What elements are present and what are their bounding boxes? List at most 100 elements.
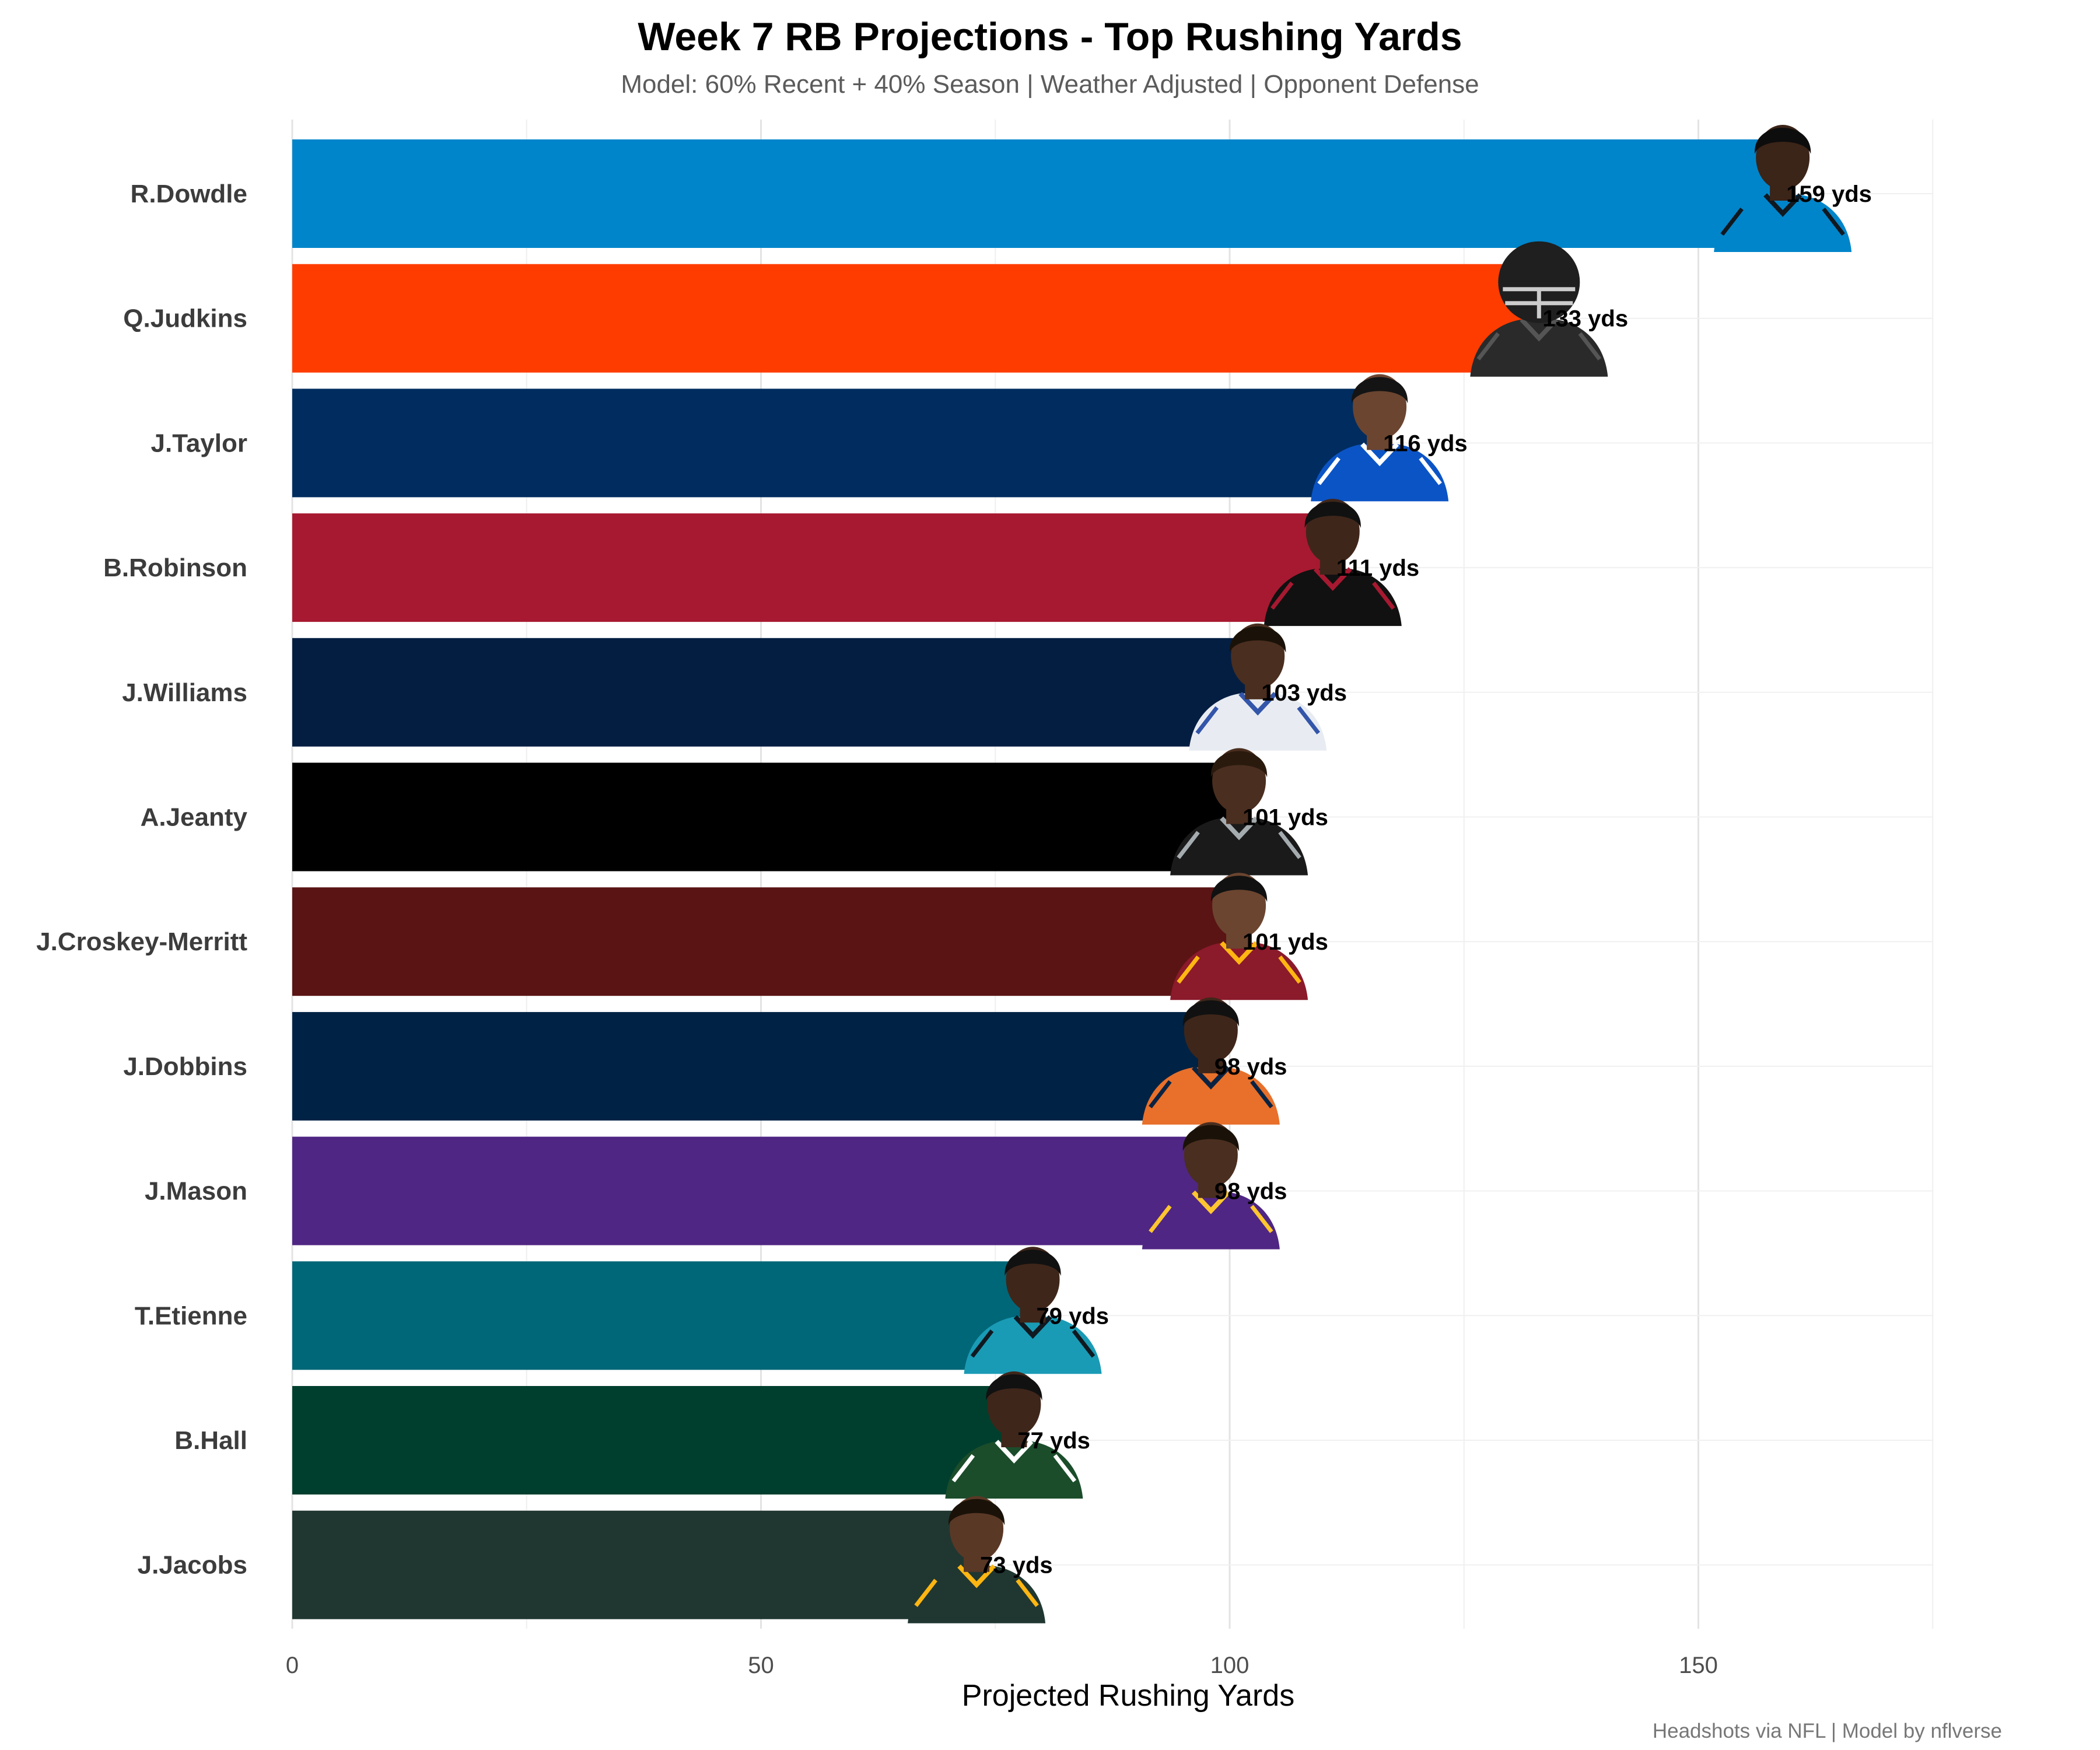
jersey-trim xyxy=(1177,956,1200,984)
value-label: 98 yds xyxy=(1214,1054,1287,1080)
x-tick-label: 50 xyxy=(748,1653,774,1678)
jersey-collar xyxy=(1238,692,1278,716)
value-labels: 159 yds 133 yds 116 yds 111 yds 103 yds 101 y… xyxy=(980,181,1872,1578)
jersey-trim xyxy=(1250,1080,1273,1109)
category-label: J.Mason xyxy=(145,1177,247,1206)
bar-a-jeanty xyxy=(292,762,1240,872)
bar-t-etienne xyxy=(292,1261,1033,1370)
jersey-collar xyxy=(1013,1315,1052,1339)
category-label: A.Jeanty xyxy=(141,803,248,832)
hair-shape xyxy=(1005,1250,1061,1276)
category-label: J.Williams xyxy=(122,678,247,707)
jersey-trim xyxy=(1372,581,1395,610)
value-label: 101 yds xyxy=(1242,805,1328,831)
player-headshot-icon xyxy=(1264,499,1402,626)
jersey-trim xyxy=(1720,207,1744,236)
chart-title: Week 7 RB Projections - Top Rushing Yard… xyxy=(638,15,1462,59)
jersey-collar xyxy=(1360,442,1399,467)
bar-j-taylor xyxy=(292,388,1380,498)
hair-shape xyxy=(1182,1125,1239,1152)
bars xyxy=(292,139,1783,1619)
jersey-trim xyxy=(1822,207,1845,236)
hair-shape xyxy=(948,1499,1005,1525)
jersey-trim xyxy=(1419,457,1442,485)
player-headshot-icon xyxy=(908,1496,1046,1623)
value-label: 73 yds xyxy=(980,1553,1053,1578)
category-label: B.Hall xyxy=(174,1426,247,1455)
jersey-trim xyxy=(1278,956,1301,984)
jersey-trim xyxy=(1250,1205,1273,1233)
bar-j-williams xyxy=(292,638,1258,747)
value-label: 79 yds xyxy=(1037,1303,1110,1329)
jersey-shape xyxy=(1264,569,1402,626)
value-label: 101 yds xyxy=(1242,929,1328,955)
jersey-trim xyxy=(1476,332,1500,360)
chart-caption: Headshots via NFL | Model by nflverse xyxy=(1652,1720,2002,1742)
helmet-facemask xyxy=(1503,287,1576,318)
category-labels: R.Dowdle Q.Judkins J.Taylor B.Robinson J.Wil… xyxy=(36,180,247,1580)
jersey-trim xyxy=(1053,1454,1077,1483)
headshots xyxy=(908,125,1852,1623)
jersey-trim xyxy=(1016,1578,1039,1607)
jersey-collar xyxy=(1191,1190,1230,1214)
x-axis-label: Projected Rushing Yards xyxy=(962,1679,1294,1713)
category-label: R.Dowdle xyxy=(131,180,247,208)
category-label: J.Dobbins xyxy=(123,1052,247,1081)
jersey-trim xyxy=(1278,831,1301,859)
bar-b-hall xyxy=(292,1386,1014,1494)
player-headshot-icon xyxy=(964,1247,1102,1374)
value-label: 133 yds xyxy=(1542,306,1628,332)
player-headshot-icon xyxy=(1714,125,1852,252)
x-tick-label: 0 xyxy=(286,1653,299,1678)
jersey-shape xyxy=(908,1566,1046,1623)
hair-shape xyxy=(1210,876,1268,902)
player-headshot-icon xyxy=(1170,748,1308,876)
x-tick-label: 100 xyxy=(1210,1653,1250,1678)
jersey-shape xyxy=(1470,319,1608,377)
jersey-trim xyxy=(914,1578,937,1607)
bar-j-jacobs xyxy=(292,1510,977,1619)
jersey-shape xyxy=(1170,943,1308,1000)
jersey-collar xyxy=(957,1564,996,1588)
jersey-trim xyxy=(1317,457,1340,485)
value-label: 159 yds xyxy=(1786,181,1872,207)
player-headshot-icon xyxy=(1189,623,1327,751)
jersey-collar xyxy=(995,1440,1034,1464)
jersey-trim xyxy=(951,1454,975,1483)
bar-j-mason xyxy=(292,1136,1211,1245)
jersey-shape xyxy=(1170,818,1308,876)
category-label: J.Taylor xyxy=(151,429,247,457)
jersey-trim xyxy=(1578,332,1602,360)
value-label: 98 yds xyxy=(1214,1179,1287,1205)
hair-shape xyxy=(986,1374,1042,1401)
player-headshot-icon xyxy=(1311,374,1449,502)
value-label: 103 yds xyxy=(1261,680,1347,706)
value-label: 116 yds xyxy=(1383,430,1468,456)
x-tick-label: 150 xyxy=(1679,1653,1718,1678)
category-label: J.Jacobs xyxy=(138,1551,247,1580)
bar-b-robinson xyxy=(292,513,1333,622)
jersey-collar xyxy=(1220,816,1258,841)
jersey-collar xyxy=(1763,193,1803,217)
hair-shape xyxy=(1755,128,1811,154)
player-headshot-icon xyxy=(1142,997,1280,1125)
jersey-collar xyxy=(1520,317,1559,342)
jersey-trim xyxy=(1149,1205,1172,1233)
bar-j-croskey-merritt xyxy=(292,887,1240,996)
hair-shape xyxy=(1182,1000,1239,1027)
x-tick-labels: 0 50 100 150 xyxy=(286,1653,1718,1678)
player-headshot-icon xyxy=(1170,873,1308,1000)
category-label: B.Robinson xyxy=(103,554,247,582)
player-headshot-icon xyxy=(1470,241,1608,377)
value-label: 111 yds xyxy=(1336,555,1419,581)
hair-shape xyxy=(1230,626,1286,653)
jersey-trim xyxy=(1149,1080,1172,1109)
jersey-shape xyxy=(1142,1067,1280,1125)
jersey-collar xyxy=(1191,1066,1230,1090)
jersey-collar xyxy=(1220,941,1258,965)
category-label: J.Croskey-Merritt xyxy=(36,928,247,956)
jersey-shape xyxy=(1311,444,1449,502)
jersey-shape xyxy=(945,1441,1083,1499)
category-label: Q.Judkins xyxy=(123,304,247,333)
